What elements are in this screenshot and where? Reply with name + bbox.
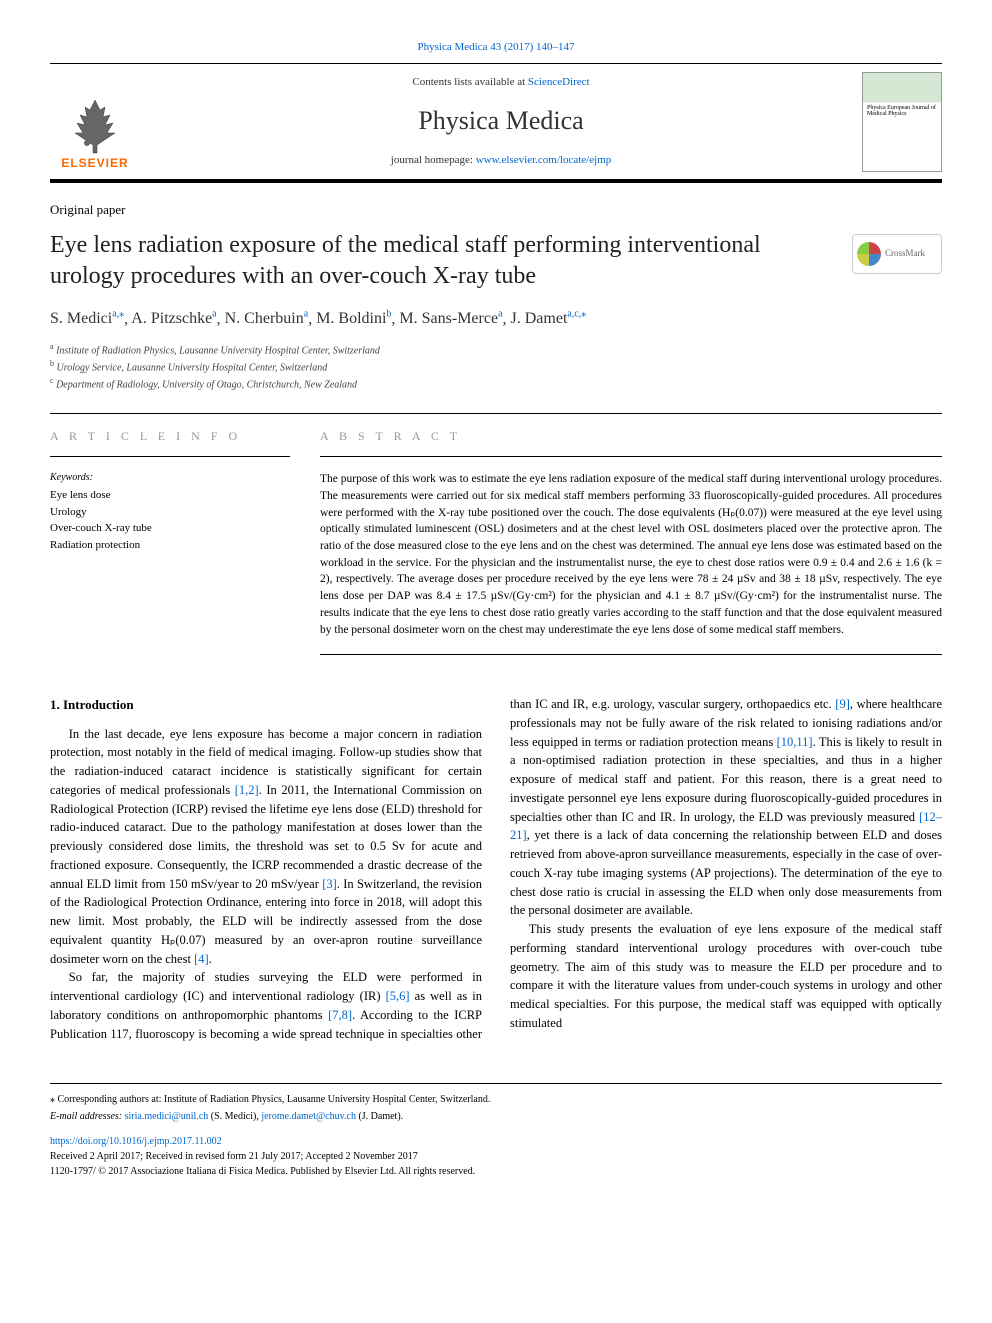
- affiliation: a Institute of Radiation Physics, Lausan…: [50, 341, 942, 358]
- received-line: Received 2 April 2017; Received in revis…: [50, 1149, 942, 1164]
- journal-cover-thumbnail: Physica European Journal of Medical Phys…: [862, 72, 942, 172]
- keyword: Radiation protection: [50, 537, 290, 554]
- ref-link[interactable]: [1,2]: [235, 783, 259, 797]
- author: N. Cherbuina: [225, 310, 309, 327]
- email-name: (S. Medici),: [208, 1111, 261, 1122]
- ref-link[interactable]: [10,11]: [777, 735, 813, 749]
- homepage-link[interactable]: www.elsevier.com/locate/ejmp: [476, 154, 612, 166]
- keyword: Eye lens dose: [50, 487, 290, 504]
- author: A. Pitzschkea: [131, 310, 216, 327]
- email-name: (J. Damet).: [356, 1111, 403, 1122]
- keywords-list: Eye lens doseUrologyOver-couch X-ray tub…: [50, 487, 290, 553]
- keyword: Over-couch X-ray tube: [50, 520, 290, 537]
- email-link[interactable]: jerome.damet@chuv.ch: [261, 1111, 356, 1122]
- body-text: . In 2011, the International Commission …: [50, 783, 482, 891]
- author-list: S. Medicia,⁎, A. Pitzschkea, N. Cherbuin…: [50, 308, 942, 331]
- footer: ⁎ Corresponding authors at: Institute of…: [50, 1083, 942, 1179]
- sciencedirect-link[interactable]: ScienceDirect: [528, 76, 590, 88]
- email-label: E-mail addresses:: [50, 1111, 125, 1122]
- copyright-line: 1120-1797/ © 2017 Associazione Italiana …: [50, 1164, 942, 1179]
- body-paragraph: In the last decade, eye lens exposure ha…: [50, 725, 482, 969]
- ref-link[interactable]: [9]: [835, 697, 850, 711]
- body-text: 1. Introduction In the last decade, eye …: [50, 695, 942, 1043]
- abstract: A B S T R A C T The purpose of this work…: [320, 414, 942, 656]
- journal-header: ELSEVIER Contents lists available at Sci…: [50, 63, 942, 183]
- elsevier-text: ELSEVIER: [61, 155, 128, 172]
- section-heading: 1. Introduction: [50, 695, 482, 715]
- body-text: , yet there is a lack of data concerning…: [510, 828, 942, 917]
- crossmark-badge[interactable]: CrossMark: [852, 234, 942, 274]
- section-number: 1.: [50, 697, 60, 712]
- top-citation: Physica Medica 43 (2017) 140–147: [50, 40, 942, 55]
- author: M. Boldinib: [316, 310, 391, 327]
- body-text: .: [209, 952, 212, 966]
- email-line: E-mail addresses: siria.medici@unil.ch (…: [50, 1109, 942, 1124]
- ref-link[interactable]: [4]: [194, 952, 209, 966]
- ref-link[interactable]: [5,6]: [386, 989, 410, 1003]
- journal-name: Physica Medica: [150, 103, 852, 139]
- paper-type: Original paper: [50, 201, 942, 219]
- ref-link[interactable]: [7,8]: [328, 1008, 352, 1022]
- ref-link[interactable]: [3]: [322, 877, 337, 891]
- author: J. Dameta,c,⁎: [511, 310, 587, 327]
- email-link[interactable]: siria.medici@unil.ch: [125, 1111, 209, 1122]
- elsevier-tree-icon: [65, 95, 125, 155]
- corresponding-note: ⁎ Corresponding authors at: Institute of…: [50, 1092, 942, 1107]
- crossmark-icon: [857, 242, 881, 266]
- article-info: A R T I C L E I N F O Keywords: Eye lens…: [50, 414, 290, 656]
- author: M. Sans-Mercea: [399, 310, 502, 327]
- cover-title: Physica European Journal of Medical Phys…: [867, 105, 941, 118]
- abstract-heading: A B S T R A C T: [320, 428, 942, 458]
- homepage-prefix: journal homepage:: [391, 154, 476, 166]
- author: S. Medicia,⁎: [50, 310, 124, 327]
- keywords-label: Keywords:: [50, 471, 290, 485]
- paper-title: Eye lens radiation exposure of the medic…: [50, 230, 832, 292]
- section-title: Introduction: [63, 697, 134, 712]
- keyword: Urology: [50, 504, 290, 521]
- affiliations: a Institute of Radiation Physics, Lausan…: [50, 341, 942, 393]
- body-paragraph: This study presents the evaluation of ey…: [510, 920, 942, 1033]
- doi-link[interactable]: https://doi.org/10.1016/j.ejmp.2017.11.0…: [50, 1136, 222, 1147]
- article-info-heading: A R T I C L E I N F O: [50, 428, 290, 458]
- header-center: Contents lists available at ScienceDirec…: [140, 65, 862, 178]
- contents-prefix: Contents lists available at: [412, 76, 527, 88]
- affiliation: c Department of Radiology, University of…: [50, 375, 942, 392]
- affiliation: b Urology Service, Lausanne University H…: [50, 358, 942, 375]
- crossmark-text: CrossMark: [885, 247, 925, 260]
- contents-line: Contents lists available at ScienceDirec…: [150, 75, 852, 90]
- abstract-text: The purpose of this work was to estimate…: [320, 471, 942, 638]
- homepage-line: journal homepage: www.elsevier.com/locat…: [150, 153, 852, 168]
- elsevier-logo: ELSEVIER: [50, 72, 140, 172]
